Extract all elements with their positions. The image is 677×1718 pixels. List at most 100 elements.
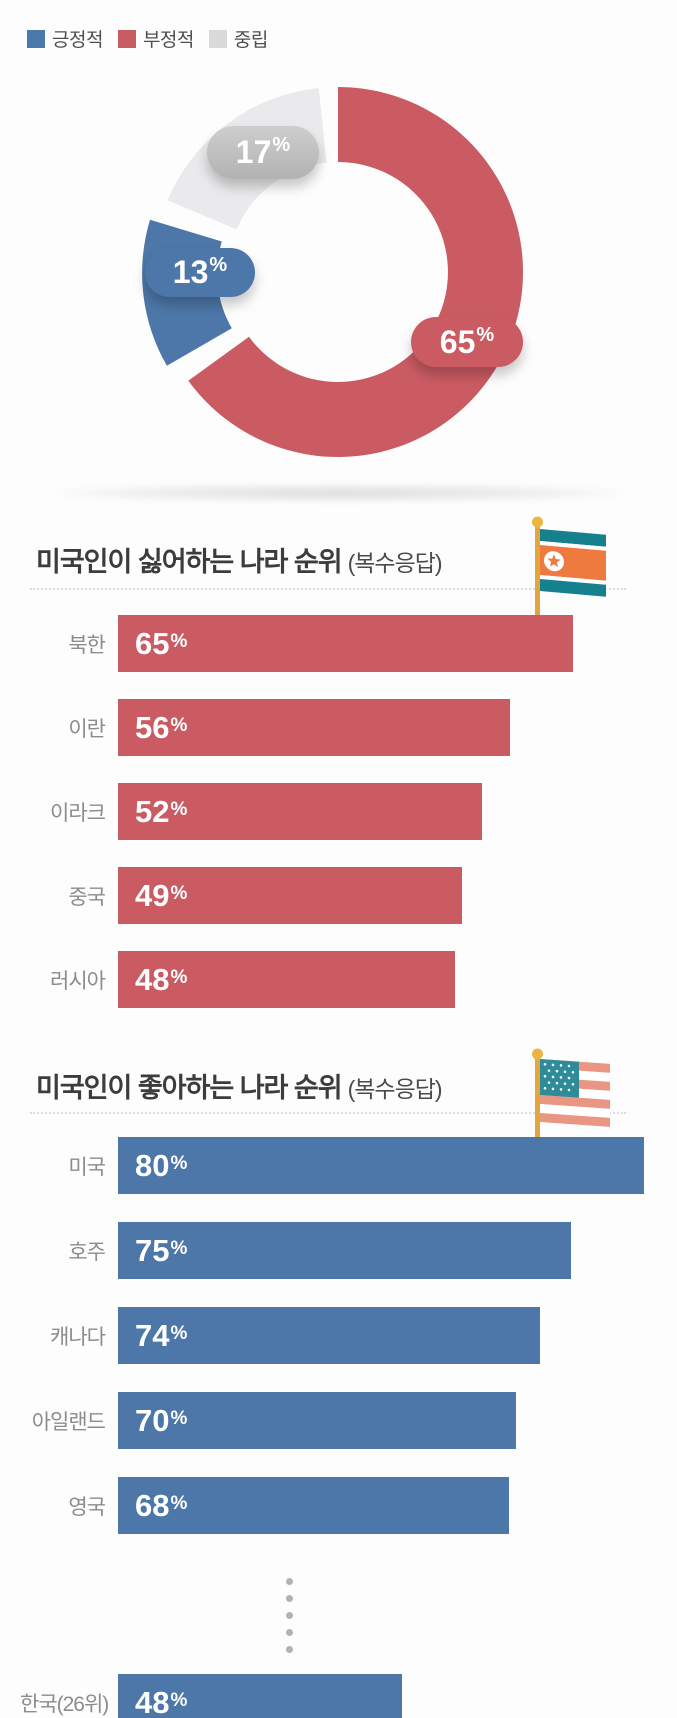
bar-value-label: 68% <box>118 1490 187 1521</box>
bar-row: 이라크 52% <box>20 783 660 840</box>
bar-row: 중국 49% <box>20 867 660 924</box>
bar-value-number: 68 <box>135 1488 170 1523</box>
divider-rule <box>30 1112 626 1114</box>
bar-category-label: 러시아 <box>50 969 106 993</box>
legend-item-negative: 부정적 <box>117 25 194 52</box>
bar-row: 러시아 48% <box>20 951 660 1008</box>
disliked-countries-chart: 북한 65% 이란 56% 이라크 52% 중국 49% 러시아 48% <box>20 615 660 1035</box>
flag-pole-ball <box>532 1048 543 1060</box>
section-title-suffix: (복수응답) <box>347 550 443 576</box>
bar-row: 캐나다 74% <box>20 1307 660 1364</box>
bar: 52% <box>118 783 482 840</box>
bar-category-label: 영국 <box>68 1495 106 1519</box>
percent-sign: % <box>170 967 188 988</box>
positive-swatch <box>27 29 45 48</box>
percent-sign: % <box>170 631 188 652</box>
ellipsis-dots <box>20 1562 660 1674</box>
bar-value-label: 74% <box>118 1320 187 1351</box>
ellipsis-dot <box>286 1578 293 1585</box>
bar: 65% <box>118 615 573 672</box>
bar-value-label: 52% <box>118 796 187 827</box>
bar-value-number: 49 <box>135 878 170 913</box>
bar: 80% <box>118 1137 644 1194</box>
section-title-text: 미국인이 싫어하는 나라 순위 <box>36 547 343 577</box>
percent-sign: % <box>170 1153 188 1174</box>
flag-cloth <box>540 1059 610 1127</box>
bar-category-label: 캐나다 <box>50 1325 106 1349</box>
bar-value-label: 70% <box>118 1405 187 1436</box>
bar-value-number: 74 <box>135 1318 170 1353</box>
ellipsis-dot <box>286 1629 293 1636</box>
bar-value-number: 56 <box>135 710 170 745</box>
bar-row: 이란 56% <box>20 699 660 756</box>
bar-value-label: 49% <box>118 880 187 911</box>
section-title-suffix: (복수응답) <box>347 1076 443 1102</box>
negative-swatch <box>117 29 136 48</box>
flag-cloth <box>540 529 606 597</box>
percent-sign: % <box>170 1690 188 1711</box>
donut-label-neutral: 17% <box>207 126 319 179</box>
bar-category-label: 아일랜드 <box>31 1410 106 1434</box>
flag-pole-ball <box>532 516 543 528</box>
bar: 56% <box>118 699 510 756</box>
bar-row: 호주 75% <box>20 1222 660 1279</box>
neutral-swatch <box>208 29 227 48</box>
legend-label: 부정적 <box>142 30 194 51</box>
bar-row: 북한 65% <box>20 615 660 672</box>
bar-row: 미국 80% <box>20 1137 660 1194</box>
legend-label: 긍정적 <box>52 30 103 51</box>
percent-sign: % <box>170 883 188 904</box>
bar-value-number: 75 <box>135 1233 170 1268</box>
bar-value-number: 70 <box>135 1403 170 1438</box>
bar-category-label: 북한 <box>68 633 106 657</box>
bar-category-label: 이라크 <box>50 801 106 825</box>
donut-label-value: 17 <box>235 134 272 170</box>
donut-label-value: 65 <box>439 323 476 360</box>
legend: 긍정적 부정적 중립 <box>27 25 268 52</box>
ellipsis-dot <box>286 1612 293 1619</box>
legend-label: 중립 <box>233 30 268 51</box>
percent-sign: % <box>170 1493 188 1514</box>
bar: 68% <box>118 1477 509 1534</box>
donut-label-positive: 13% <box>145 248 255 297</box>
bar-value-number: 52 <box>135 794 170 829</box>
bar: 75% <box>118 1222 571 1279</box>
donut-ground-shadow <box>55 484 625 502</box>
percent-sign: % <box>209 254 228 276</box>
bar-value-number: 48 <box>135 962 170 997</box>
donut-label-value: 13 <box>172 254 209 290</box>
bar-category-label: 중국 <box>68 885 106 909</box>
bar-value-label: 48% <box>118 1687 187 1718</box>
bar-value-label: 65% <box>118 628 187 659</box>
percent-sign: % <box>170 715 188 736</box>
ellipsis-dot <box>286 1646 293 1653</box>
donut-label-negative: 65% <box>411 317 523 367</box>
section-title-text: 미국인이 좋아하는 나라 순위 <box>36 1073 343 1103</box>
bar-value-number: 80 <box>135 1148 170 1183</box>
section-title-disliked: 미국인이 싫어하는 나라 순위 (복수응답) <box>36 540 443 579</box>
bar-value-label: 75% <box>118 1235 187 1266</box>
bar: 74% <box>118 1307 540 1364</box>
bar-value-number: 48 <box>135 1685 170 1718</box>
bar: 70% <box>118 1392 516 1449</box>
bar-value-label: 56% <box>118 712 187 743</box>
bar-value-label: 48% <box>118 964 187 995</box>
bar-row: 영국 68% <box>20 1477 660 1534</box>
bar-row: 한국(26위) 48% <box>20 1674 660 1718</box>
bar-value-label: 80% <box>118 1150 187 1181</box>
percent-sign: % <box>170 1408 188 1429</box>
section-title-liked: 미국인이 좋아하는 나라 순위 (복수응답) <box>36 1066 443 1105</box>
ellipsis-dot <box>286 1595 293 1602</box>
bar-value-number: 65 <box>135 626 170 661</box>
percent-sign: % <box>170 799 188 820</box>
divider-rule <box>30 588 626 590</box>
bar: 48% <box>118 1674 402 1718</box>
percent-sign: % <box>170 1238 188 1259</box>
bar-category-label: 이란 <box>68 717 106 741</box>
percent-sign: % <box>170 1323 188 1344</box>
liked-countries-chart: 미국 80% 호주 75% 캐나다 74% 아일랜드 70% 영국 68% 한국… <box>20 1137 660 1718</box>
legend-item-positive: 긍정적 <box>27 25 103 52</box>
percent-sign: % <box>272 134 291 156</box>
bar: 48% <box>118 951 455 1008</box>
